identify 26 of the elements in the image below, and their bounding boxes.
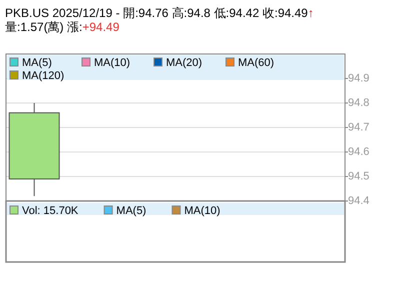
y-tick-label: 94.7 [348, 121, 370, 134]
chart-subtitle: 量:1.57(萬) 漲: [5, 20, 82, 34]
legend-item: MA(10) [82, 57, 130, 69]
legend-label: MA(10) [94, 57, 130, 69]
legend-item: MA(10) [172, 205, 220, 217]
legend-label: MA(60) [238, 57, 274, 69]
y-tick-label: 94.5 [348, 170, 370, 182]
text: ↑ [308, 6, 314, 20]
legend-item: MA(5) [10, 57, 52, 69]
legend-item: MA(5) [104, 205, 146, 217]
y-tick-label: 94.8 [348, 96, 370, 109]
legend-label: MA(120) [22, 70, 64, 82]
legend-label: MA(5) [116, 205, 146, 217]
legend-label: MA(10) [184, 205, 220, 217]
legend-label: MA(20) [166, 57, 202, 69]
legend-item: MA(120) [10, 70, 64, 82]
legend-item: Vol: 15.70K [10, 205, 78, 217]
y-tick-label: 94.9 [348, 72, 370, 84]
legend-label: MA(5) [22, 57, 52, 69]
legend-item: MA(60) [226, 57, 274, 69]
text: +94.49 [82, 20, 120, 34]
y-tick-label: 94.6 [348, 146, 370, 158]
legend-label: Vol: 15.70K [22, 205, 79, 217]
y-tick-label: 94.4 [348, 194, 370, 207]
legend-item: MA(20) [154, 57, 202, 69]
chart-title: PKB.US 2025/12/19 - 開:94.76 高:94.8 低:94.42 收:94.49 [5, 6, 308, 20]
